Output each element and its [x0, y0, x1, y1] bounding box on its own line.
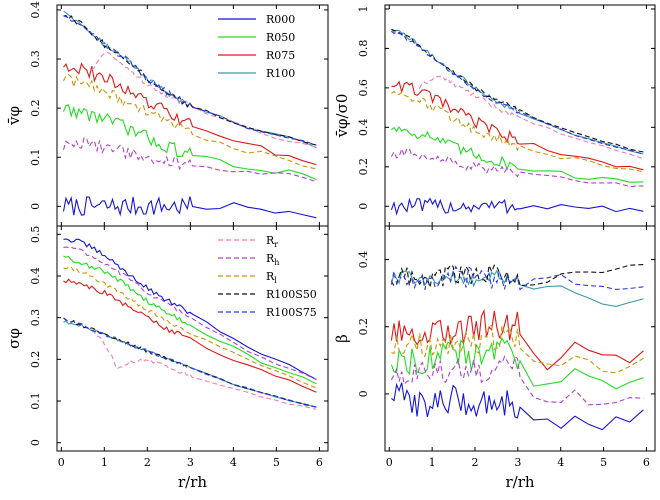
y-tick-label: 0.3: [29, 50, 42, 67]
series-line-Rr: [418, 75, 644, 160]
series-line-Rh: [63, 246, 317, 381]
x-tick-label: 6: [316, 456, 323, 469]
y-tick-label: 0: [29, 439, 42, 446]
y-tick-label: 0.4: [357, 119, 370, 137]
legend-label: R100S50: [266, 288, 317, 301]
x-tick-label: 1: [429, 456, 436, 469]
series-line-R075: [63, 62, 317, 166]
series-line-R100S50: [390, 263, 644, 288]
x-tick-label: 1: [101, 456, 108, 469]
series-line-R100S50: [63, 15, 317, 146]
series-line-Rh: [390, 355, 644, 406]
legend-label-subscript: l: [274, 276, 277, 285]
legend-label: Rh: [266, 252, 279, 267]
y-axis-title: β: [333, 334, 351, 343]
panel-top-right: 0 0.2 0.4 0.6 0.8 1 v̄φ/σ0: [333, 4, 656, 227]
y-tick-label: 0.2: [357, 158, 370, 176]
series-line-Rl: [63, 73, 317, 170]
x-tick-label: 5: [600, 456, 607, 469]
y-tick-label: 0.2: [29, 351, 42, 369]
y-axis-title: v̄φ/σ0: [333, 94, 351, 139]
y-tick-label: 0.8: [357, 40, 370, 58]
series-line-Rl: [391, 90, 644, 173]
series-group: [63, 238, 317, 410]
plot-frame: [56, 225, 329, 452]
x-tick-label: 3: [187, 456, 194, 469]
x-tick-label: 0: [386, 456, 393, 469]
y-tick-label: 0.2: [357, 318, 370, 336]
series-line-R075: [390, 308, 644, 371]
series-line-R000: [63, 238, 317, 380]
y-axis-title: v̄φ: [5, 106, 23, 126]
series-line-R050: [63, 255, 317, 385]
y-tick-label: 0: [357, 390, 370, 397]
series-line-R100S75: [63, 15, 317, 146]
y-tick-label: 0: [357, 203, 370, 210]
y-tick-label: 0.1: [29, 148, 42, 166]
series-line-R100S75: [63, 317, 317, 408]
legend-label-subscript: h: [274, 258, 279, 267]
y-tick-label: 0: [29, 203, 42, 210]
x-tick-label: 6: [643, 456, 650, 469]
y-tick-label: 0.6: [357, 79, 370, 97]
series-line-Rl: [63, 266, 317, 389]
y-tick-label: 0.2: [29, 99, 42, 117]
x-tick-label: 2: [144, 456, 151, 469]
legend: Rr Rh Rl R100S50 R100S75: [218, 234, 317, 319]
x-axis-title: r/rh: [178, 473, 207, 491]
series-line-R000: [62, 196, 317, 219]
y-tick-label: 1: [357, 5, 370, 12]
legend: R000 R050 R075 R100: [218, 13, 295, 80]
series-line-Rh: [62, 137, 317, 183]
series-group: [390, 263, 644, 431]
legend-label-subscript: r: [274, 240, 278, 249]
x-tick-label: 3: [514, 456, 521, 469]
legend-label: R100: [266, 67, 295, 80]
series-group: [390, 28, 644, 216]
series-line-R100S75: [391, 30, 644, 155]
y-tick-label: 0.5: [29, 226, 42, 244]
series-line-Rh: [390, 147, 644, 188]
x-tick-label: 4: [230, 456, 237, 469]
x-axis-title: r/rh: [505, 473, 534, 491]
series-line-Rr: [91, 51, 317, 148]
series-group: [62, 10, 317, 219]
series-line-R050: [62, 104, 317, 181]
y-tick-label: 0.4: [357, 251, 370, 269]
legend-label: R100S75: [266, 306, 317, 319]
panel-bottom-left: 0 1 2 3 4 5 6 0 0.1 0.2 0.3 0.4 0.5 σφ r/rh Rr Rh Rl R100S…: [5, 225, 329, 491]
y-tick-label: 0.4: [29, 267, 42, 285]
series-line-R100S50: [63, 317, 317, 408]
series-line-R075: [391, 80, 644, 171]
series-line-R000: [391, 382, 644, 431]
y-tick-label: 0.3: [29, 309, 42, 327]
x-tick-label: 0: [58, 456, 65, 469]
x-tick-label: 4: [557, 456, 564, 469]
x-tick-label: 5: [273, 456, 280, 469]
series-line-R100S50: [391, 28, 644, 153]
series-line-Rr: [91, 330, 317, 410]
legend-label: Rl: [266, 270, 277, 285]
series-line-R050: [390, 336, 644, 390]
panel-top-left: 0 0.1 0.2 0.3 0.4 v̄φ R000 R050 R075 R100: [5, 1, 329, 227]
y-tick-label: 0.4: [29, 1, 42, 19]
y-axis-title: σφ: [5, 328, 23, 349]
legend-label: R000: [266, 13, 295, 26]
legend-label: R050: [266, 31, 295, 44]
panel-bottom-right: 0 1 2 3 4 5 6 0 0.2 0.4 β r/rh: [333, 225, 656, 491]
x-tick-label: 2: [472, 456, 479, 469]
series-line-R050: [391, 125, 644, 183]
legend-label: R075: [266, 49, 295, 62]
legend-label: Rr: [266, 234, 278, 249]
plot-frame: [384, 4, 656, 227]
series-line-R075: [63, 278, 317, 393]
y-tick-label: 0.1: [29, 392, 42, 410]
plot-frame: [384, 225, 656, 452]
series-line-R000: [390, 197, 644, 216]
